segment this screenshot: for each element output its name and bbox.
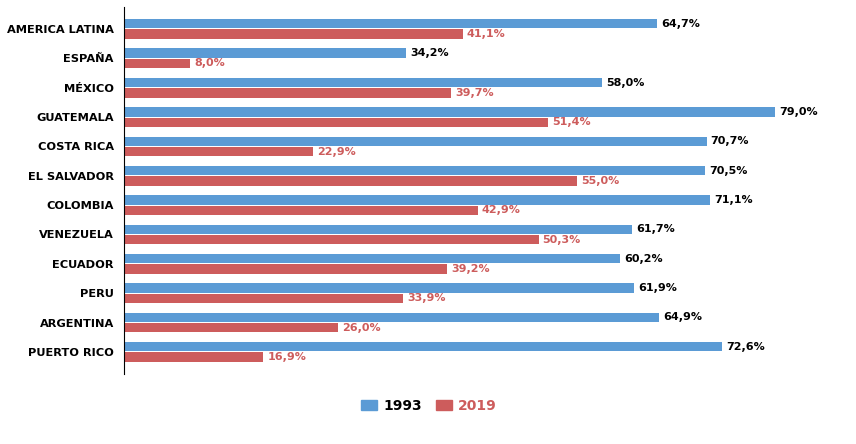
Text: 8,0%: 8,0% [194, 59, 225, 68]
Bar [124, 88, 451, 98]
Text: 41,1%: 41,1% [467, 29, 506, 39]
Bar [124, 19, 657, 28]
Bar [124, 195, 710, 205]
Text: 60,2%: 60,2% [624, 254, 663, 264]
Bar [124, 48, 406, 58]
Text: 79,0%: 79,0% [779, 107, 817, 117]
Bar [124, 166, 704, 175]
Bar [124, 59, 190, 68]
Bar [124, 323, 338, 333]
Text: 71,1%: 71,1% [714, 195, 752, 205]
Text: 58,0%: 58,0% [606, 78, 645, 87]
Text: 64,7%: 64,7% [662, 19, 700, 29]
Text: 70,5%: 70,5% [709, 166, 747, 175]
Text: 61,9%: 61,9% [639, 283, 677, 293]
Text: 39,2%: 39,2% [451, 264, 490, 274]
Text: 51,4%: 51,4% [552, 117, 591, 127]
Bar [124, 137, 706, 146]
Bar [124, 283, 634, 293]
Text: 33,9%: 33,9% [407, 293, 446, 303]
Text: 72,6%: 72,6% [727, 342, 765, 352]
Text: 64,9%: 64,9% [663, 313, 702, 322]
Bar [124, 313, 659, 322]
Text: 34,2%: 34,2% [410, 48, 449, 58]
Text: 16,9%: 16,9% [268, 352, 306, 362]
Text: 39,7%: 39,7% [455, 88, 494, 98]
Text: 42,9%: 42,9% [482, 205, 520, 215]
Text: 22,9%: 22,9% [317, 147, 356, 157]
Text: 26,0%: 26,0% [342, 323, 381, 333]
Bar [124, 342, 722, 352]
Text: 50,3%: 50,3% [543, 234, 581, 245]
Bar [124, 107, 775, 117]
Bar [124, 78, 602, 87]
Bar [124, 235, 538, 244]
Bar [124, 353, 264, 362]
Bar [124, 293, 403, 303]
Text: 55,0%: 55,0% [581, 176, 620, 186]
Bar [124, 118, 548, 127]
Bar [124, 176, 577, 186]
Bar [124, 225, 633, 234]
Text: 70,7%: 70,7% [710, 136, 749, 146]
Bar [124, 206, 478, 215]
Bar [124, 29, 463, 39]
Legend: 1993, 2019: 1993, 2019 [355, 393, 502, 418]
Bar [124, 264, 447, 274]
Bar [124, 147, 312, 156]
Bar [124, 254, 620, 263]
Text: 61,7%: 61,7% [637, 224, 675, 234]
